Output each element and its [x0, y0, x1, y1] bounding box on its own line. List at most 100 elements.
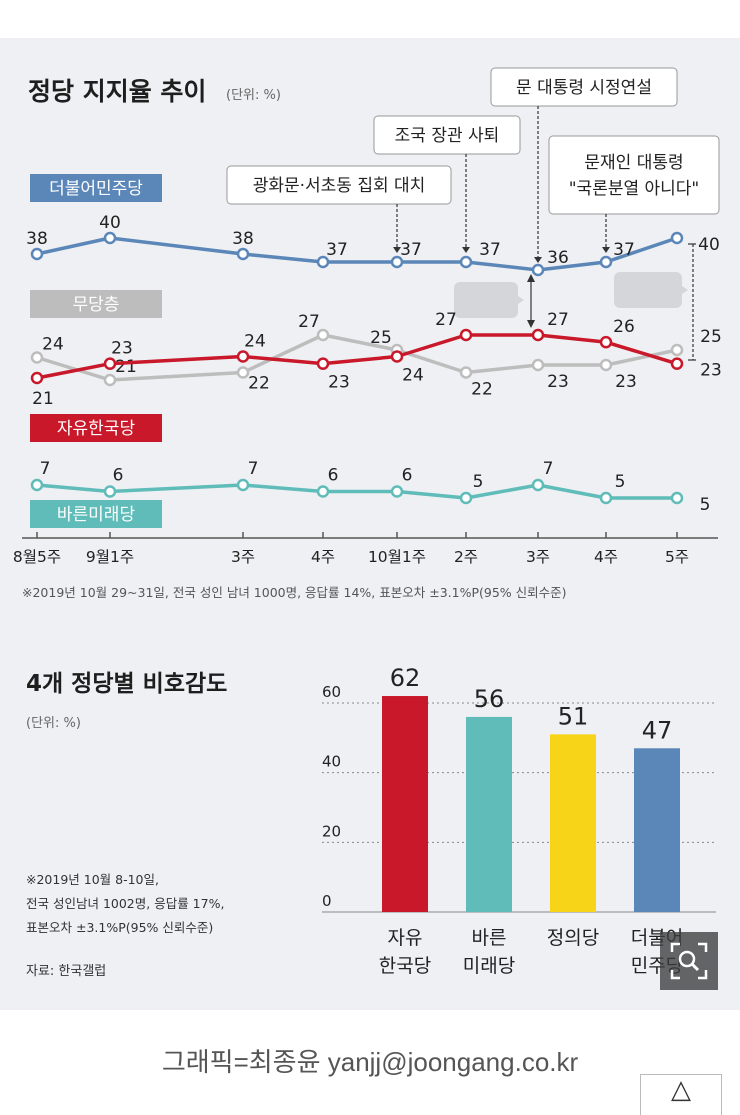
data-point [459, 328, 473, 342]
data-point [236, 350, 250, 363]
data-label: 22 [248, 374, 270, 394]
data-point [599, 335, 613, 349]
x-tick-label: 3주 [526, 548, 550, 566]
series-tag [30, 500, 162, 528]
credit-text: 그래픽=최종윤 yanjj@joongang.co.kr [161, 1047, 579, 1077]
data-label: 23 [111, 339, 133, 359]
gap-bubble [614, 272, 688, 308]
line-chart-title: 정당 지지율 추이 [28, 77, 207, 106]
data-label: 7 [40, 459, 51, 479]
data-label: 7 [543, 459, 554, 479]
bar-value-label: 62 [390, 664, 421, 692]
x-tick-label: 3주 [231, 548, 255, 566]
data-point [459, 491, 473, 505]
data-point [103, 231, 117, 245]
data-label: 27 [435, 310, 457, 330]
bar-chart-source: 자료: 한국갤럽 [26, 964, 107, 979]
x-tick-label: 5주 [665, 548, 689, 566]
data-label: 40 [99, 213, 121, 233]
chevron-up-icon: △ [671, 1075, 691, 1105]
data-label: 23 [547, 372, 569, 392]
bar-category-label: 바른 [472, 927, 507, 949]
gap-bubble [454, 282, 524, 318]
annotation-text: 조국 장관 사퇴 [395, 126, 500, 146]
charts-svg: 8월5주 9월1주 3주 4주 10월1주 2주 3주 4주 5주 광화문·서초동 집회 대치 조국… [13, 67, 722, 977]
x-tick-label: 4주 [311, 548, 335, 566]
data-label: 27 [298, 312, 320, 332]
data-point [316, 357, 330, 370]
line-chart-unit: (단위: %) [226, 88, 281, 103]
x-tick-label: 8월5주 [13, 548, 61, 566]
data-label: 5 [615, 472, 626, 492]
data-label: 22 [471, 380, 493, 400]
data-label: 24 [42, 335, 64, 355]
bar [382, 696, 428, 912]
data-label: 6 [328, 466, 339, 486]
data-point [30, 371, 44, 385]
x-tick-label: 4주 [594, 548, 618, 566]
data-label: 36 [547, 248, 569, 268]
bar-value-label: 51 [558, 702, 589, 730]
data-point [30, 478, 44, 492]
data-point [236, 247, 250, 261]
x-tick-label: 2주 [454, 548, 478, 566]
data-point [599, 491, 613, 505]
data-label: 37 [326, 240, 348, 260]
data-point [316, 328, 330, 342]
annotation-box [548, 135, 720, 215]
data-label: 37 [613, 240, 635, 260]
data-label: 26 [613, 317, 635, 337]
data-label: 27 [547, 310, 569, 330]
series-tag [30, 414, 162, 442]
data-point [670, 491, 684, 505]
bar-chart-unit: (단위: %) [26, 716, 81, 731]
line-chart-note: ※2019년 10월 29~31일, 전국 성인 남녀 1000명, 응답률 1… [22, 585, 567, 600]
annotation-text: 문재인 대통령 [584, 153, 683, 173]
data-point [390, 485, 404, 498]
bar-value-label: 47 [642, 716, 673, 744]
y-tick-label: 0 [322, 892, 332, 910]
data-label: 21 [32, 389, 54, 409]
data-point [30, 247, 44, 261]
data-label: 38 [26, 229, 48, 249]
data-point [670, 357, 684, 370]
data-point [316, 485, 330, 498]
x-tick-label: 10월1주 [368, 548, 426, 566]
annotation-text: 문 대통령 시정연설 [516, 78, 652, 98]
pointer-arrowhead [534, 257, 542, 263]
y-tick-label: 20 [322, 822, 341, 840]
annotation-box [373, 115, 521, 155]
data-label: 37 [400, 240, 422, 260]
series-line [36, 236, 678, 272]
data-point [30, 351, 44, 364]
data-label: 37 [479, 240, 501, 260]
pointer-arrowhead [462, 247, 470, 253]
bar-category-label: 정의당 [547, 927, 599, 949]
bar-category-label: 미래당 [463, 955, 515, 977]
data-point [390, 255, 404, 269]
data-point [236, 478, 250, 492]
zoom-button[interactable] [660, 932, 718, 990]
annotation-box [490, 67, 678, 107]
series-tag-label: 자유한국당 [57, 419, 136, 439]
data-point [103, 373, 117, 387]
zoom-icon [670, 942, 708, 980]
scroll-top-button[interactable]: △ [640, 1074, 722, 1115]
bar-value-label: 56 [474, 685, 505, 713]
data-point [531, 263, 545, 277]
data-point [670, 343, 684, 357]
bar [634, 748, 680, 912]
pointer-arrowhead [602, 247, 610, 253]
pointer-arrowhead [393, 247, 401, 253]
data-label: 40 [698, 235, 720, 255]
data-label: 21 [115, 357, 137, 377]
data-label: 6 [402, 466, 413, 486]
series-tag-label: 더불어민주당 [49, 179, 143, 199]
data-point [531, 358, 545, 372]
data-label: 24 [402, 366, 424, 386]
bar-chart-note: ※2019년 10월 8-10일, 전국 성인남녀 1002명, 응답률 17%… [26, 872, 225, 935]
gap-arrowhead [527, 320, 535, 328]
bar-category-label: 한국당 [379, 955, 431, 977]
bar-chart-title: 4개 정당별 비호감도 [26, 671, 228, 697]
data-point [103, 485, 117, 498]
